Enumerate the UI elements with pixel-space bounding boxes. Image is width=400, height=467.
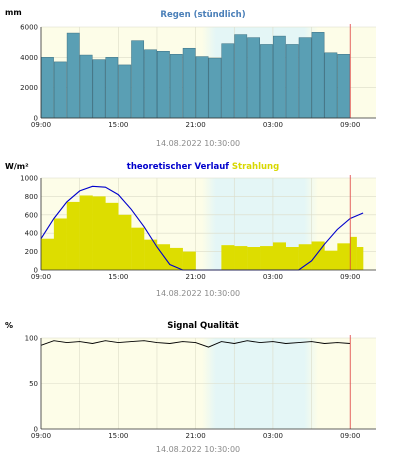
chart-timestamp: 14.08.2022 10:30:00 — [156, 445, 240, 454]
chart-timestamp: 14.08.2022 10:30:00 — [156, 289, 240, 298]
radiation-bar — [53, 218, 67, 270]
rain-bar — [53, 61, 67, 119]
radiation-bar — [66, 201, 80, 270]
y-tick-label: 50 — [29, 380, 38, 388]
y-tick-label: 0 — [34, 115, 38, 123]
radiation-bar — [298, 244, 312, 270]
rain-bar — [41, 57, 54, 119]
radiation-bar — [41, 238, 55, 270]
rain-bar — [105, 57, 119, 119]
signal-quality-chart: 0 50 100 09:00 15:00 21:00 03:00 09:00% Signal Q… — [5, 321, 376, 454]
x-tick-label: 09:00 — [31, 432, 51, 440]
y-tick-label: 2000 — [20, 84, 38, 92]
y-tick-label: 0 — [34, 426, 38, 434]
radiation-bar — [350, 236, 357, 270]
rain-bar — [221, 43, 235, 119]
rain-bar — [324, 52, 338, 119]
y-tick-label: 6000 — [20, 24, 38, 32]
y-axis-unit-label: % — [5, 321, 13, 330]
rain-bar — [66, 32, 80, 119]
y-axis-unit-label: mm — [5, 8, 22, 17]
rain-bar — [169, 54, 183, 119]
rain-bar — [272, 35, 286, 119]
radiation-bar — [221, 245, 235, 270]
y-tick-label: 0 — [34, 267, 38, 275]
x-tick-label: 03:00 — [263, 121, 283, 129]
rain-chart: 0 2000 4000 6000 09:00 15:00 21:00 03:00 09:00 mm… — [5, 8, 376, 148]
radiation-bar — [234, 246, 248, 270]
y-tick-label: 200 — [25, 248, 38, 256]
chart-title-part: Strahlung — [229, 162, 279, 172]
chart-title: theoretischer Verlauf Strahlung — [127, 162, 279, 172]
y-tick-label: 100 — [25, 335, 38, 343]
rain-bar — [92, 59, 106, 119]
radiation-bar — [324, 250, 338, 270]
rain-bar — [260, 44, 273, 119]
y-axis-unit-label: W/m² — [5, 162, 29, 171]
rain-bar — [298, 37, 312, 119]
radiation-bar — [131, 227, 145, 270]
radiation-bar — [285, 247, 299, 270]
y-tick-label: 1000 — [20, 175, 38, 183]
y-tick-label: 600 — [25, 211, 38, 219]
x-tick-label: 03:00 — [263, 432, 283, 440]
x-tick-label: 09:00 — [31, 121, 51, 129]
rain-bar — [195, 56, 209, 119]
rain-bar — [285, 44, 299, 119]
chart-title: Regen (stündlich) — [160, 10, 245, 20]
radiation-bar — [260, 246, 274, 270]
radiation-chart: 0 200 400 600 800 1000 09:00 15:00 21:00 03:00 09:… — [5, 162, 376, 298]
x-tick-label: 21:00 — [186, 121, 206, 129]
chart-timestamp: 14.08.2022 10:30:00 — [156, 139, 240, 148]
radiation-bar — [118, 214, 132, 270]
x-tick-label: 03:00 — [263, 273, 283, 281]
x-tick-label: 21:00 — [186, 273, 206, 281]
rain-bar — [118, 64, 132, 119]
rain-bar — [131, 40, 145, 119]
x-tick-label: 15:00 — [108, 121, 128, 129]
rain-bar — [234, 34, 248, 119]
radiation-bar — [144, 239, 158, 270]
rain-bar — [247, 37, 260, 119]
radiation-bar — [92, 196, 106, 270]
chart-title-part: Signal Qualität — [167, 321, 238, 331]
rain-bar — [337, 54, 351, 119]
chart-title-part: theoretischer Verlauf — [127, 162, 229, 172]
rain-bar — [144, 49, 157, 119]
x-tick-label: 15:00 — [108, 273, 128, 281]
chart-title-part: Regen (stündlich) — [160, 10, 245, 20]
rain-bar — [208, 57, 222, 119]
signal-quality-line — [40, 340, 351, 348]
y-tick-label: 4000 — [20, 54, 38, 62]
radiation-bar — [356, 247, 364, 270]
radiation-bar — [105, 202, 119, 270]
radiation-bar — [156, 244, 171, 270]
chart-title: Signal Qualität — [167, 321, 238, 331]
x-tick-label: 09:00 — [340, 273, 360, 281]
rain-bar — [79, 54, 93, 119]
radiation-bar — [169, 247, 183, 270]
y-tick-label: 800 — [25, 193, 38, 201]
radiation-bar — [247, 247, 261, 270]
rain-bar — [157, 51, 170, 119]
radiation-bar — [337, 243, 351, 270]
rain-bar — [182, 47, 196, 119]
radiation-bar — [182, 251, 196, 270]
x-tick-label: 15:00 — [108, 432, 128, 440]
x-tick-label: 09:00 — [340, 432, 360, 440]
y-tick-label: 400 — [25, 230, 38, 238]
x-tick-label: 09:00 — [340, 121, 360, 129]
x-tick-label: 21:00 — [186, 432, 206, 440]
night-band — [202, 27, 319, 118]
x-tick-label: 09:00 — [31, 273, 51, 281]
radiation-bar — [272, 242, 287, 270]
radiation-bar — [79, 195, 93, 270]
rain-bar — [311, 32, 325, 119]
